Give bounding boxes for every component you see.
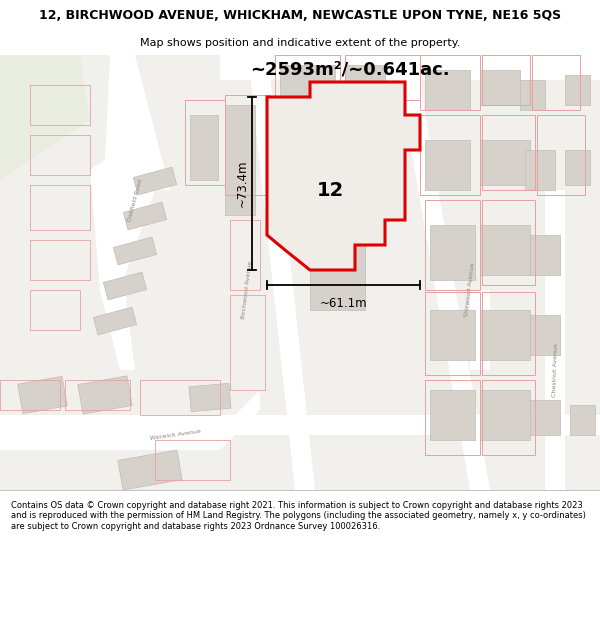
Text: Contains OS data © Crown copyright and database right 2021. This information is : Contains OS data © Crown copyright and d… (11, 501, 586, 531)
Bar (425, 70, 470, 110)
Polygon shape (0, 55, 90, 180)
Text: Chestnut Avenue: Chestnut Avenue (551, 343, 559, 397)
Bar (225, 105, 255, 215)
Bar (480, 140, 530, 185)
Text: Map shows position and indicative extent of the property.: Map shows position and indicative extent… (140, 38, 460, 48)
Bar (425, 140, 470, 190)
Bar (290, 130, 345, 190)
Bar (133, 167, 176, 195)
Bar (360, 130, 400, 180)
Bar (520, 80, 545, 110)
Bar (525, 150, 555, 190)
Bar (190, 115, 218, 180)
Text: Oakfield Road: Oakfield Road (127, 178, 143, 222)
Polygon shape (0, 415, 600, 435)
Polygon shape (220, 55, 600, 80)
Bar (118, 450, 182, 490)
Text: Shirwood Avenue: Shirwood Avenue (464, 262, 476, 318)
Bar (480, 390, 530, 440)
Bar (124, 202, 167, 230)
Bar (430, 390, 475, 440)
Bar (480, 70, 520, 105)
Bar (530, 315, 560, 355)
Text: ~73.4m: ~73.4m (235, 160, 248, 208)
Bar (565, 75, 590, 105)
Polygon shape (248, 55, 315, 490)
Polygon shape (0, 390, 260, 450)
Polygon shape (100, 290, 135, 370)
Bar (480, 310, 530, 360)
Bar (78, 376, 132, 414)
Bar (430, 310, 475, 360)
Bar (18, 376, 67, 414)
Bar (565, 150, 590, 185)
Bar (345, 65, 385, 100)
Text: ~2593m²/~0.641ac.: ~2593m²/~0.641ac. (250, 61, 450, 79)
Bar (113, 237, 157, 265)
Bar (94, 307, 137, 335)
Bar (189, 383, 231, 412)
Bar (530, 235, 560, 275)
Bar (570, 405, 595, 435)
Bar (103, 272, 146, 300)
Text: ~61.1m: ~61.1m (320, 297, 367, 310)
Polygon shape (545, 190, 565, 490)
Bar (530, 400, 560, 435)
Text: Birchwood Avenue: Birchwood Avenue (241, 261, 253, 319)
Text: 12, BIRCHWOOD AVENUE, WHICKHAM, NEWCASTLE UPON TYNE, NE16 5QS: 12, BIRCHWOOD AVENUE, WHICKHAM, NEWCASTL… (39, 9, 561, 22)
Bar (480, 225, 530, 275)
Bar (430, 225, 475, 280)
Polygon shape (90, 55, 170, 290)
Polygon shape (267, 82, 420, 270)
Polygon shape (395, 55, 490, 490)
Bar (280, 65, 335, 110)
Bar (310, 220, 365, 310)
Text: 12: 12 (316, 181, 344, 199)
Polygon shape (470, 290, 490, 370)
Text: Warwick Avenue: Warwick Avenue (149, 429, 201, 441)
